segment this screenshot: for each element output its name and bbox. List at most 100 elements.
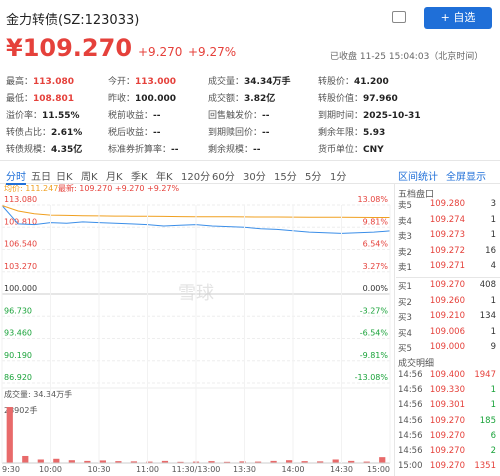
y2-tick-label: 0.00% [363, 284, 389, 293]
book-side: 买4 [398, 328, 412, 339]
stat-cell: 转债规模：4.35亿 [6, 142, 82, 155]
y2-tick-label: 13.08% [357, 195, 388, 204]
book-divider [396, 277, 500, 278]
stat-label: 转债规模： [6, 145, 52, 155]
chart-tab[interactable]: 周K [81, 172, 98, 183]
y-tick-label: 106.540 [4, 240, 37, 249]
divider [0, 183, 500, 184]
volume-bar [254, 461, 262, 463]
y-tick-label: 86.920 [4, 373, 32, 382]
book-title: 五档盘口 [398, 190, 435, 200]
chart-tab[interactable]: 1分 [330, 172, 347, 183]
market-status: 已收盘 11-25 15:04:03（北京时间） [330, 52, 484, 62]
trade-volume: 1 [490, 400, 496, 411]
chart-tab[interactable]: 月K [106, 172, 123, 183]
book-volume: 1 [490, 230, 496, 241]
x-tick-label: 10:30 [87, 465, 110, 474]
chart-tool[interactable]: 全屏显示 [446, 172, 486, 183]
stat-label: 税前收益： [108, 111, 154, 121]
stock-title: 金力转债(SZ:123033) [6, 13, 140, 28]
book-side: 卖5 [398, 201, 412, 211]
stat-label: 标准券折算率： [108, 145, 172, 155]
y2-tick-label: 6.54% [363, 240, 389, 249]
y-tick-label: 90.190 [4, 351, 32, 360]
change: +9.270 [138, 45, 183, 59]
stat-label: 昨收： [108, 94, 136, 104]
volume-bar [208, 461, 215, 463]
stat-cell: 剩余规模：-- [208, 142, 261, 155]
volume-bar [146, 461, 153, 463]
price: ¥109.270 [6, 34, 133, 62]
book-volume: 408 [479, 280, 496, 290]
chart-tab[interactable]: 五日 [31, 172, 51, 183]
stat-value: -- [153, 128, 161, 138]
chart-tab[interactable]: 年K [156, 172, 173, 183]
chart-tool[interactable]: 区间统计 [398, 172, 438, 183]
trade-price: 109.270 [429, 415, 465, 426]
book-side: 卖4 [398, 216, 412, 227]
book-side: 卖3 [398, 232, 412, 243]
stat-label: 剩余年限： [318, 128, 364, 138]
stat-cell: 转股价：41.200 [318, 74, 389, 87]
stat-value: -- [171, 145, 179, 155]
chart-tab[interactable]: 15分 [274, 172, 297, 183]
volume-bar [84, 460, 91, 463]
volume-bar [68, 460, 75, 463]
trade-price: 109.400 [429, 370, 465, 380]
volume-top-label: 23902手 [4, 405, 37, 415]
divider [394, 183, 395, 476]
x-tick-label: 10:00 [39, 465, 62, 474]
chart-tab[interactable]: 30分 [243, 172, 266, 183]
volume-bar [130, 461, 138, 463]
y-tick-label: 113.080 [4, 195, 37, 204]
x-tick-label: 11:30/13:00 [172, 465, 221, 474]
stat-label: 剩余规模： [208, 145, 254, 155]
volume-bar [115, 461, 122, 463]
y-tick-label: 100.000 [4, 284, 37, 293]
volume-bar [99, 460, 106, 463]
stat-label: 成交额： [208, 94, 245, 104]
stat-label: 转股价值： [318, 94, 364, 104]
book-side: 卖2 [398, 247, 412, 258]
stat-label: 转股价： [318, 77, 355, 87]
divider [0, 160, 500, 161]
stat-value: 100.000 [135, 94, 177, 104]
stat-label: 到期时间： [318, 111, 364, 121]
stat-label: 货币单位： [318, 145, 364, 155]
stat-cell: 回售触发价：-- [208, 108, 270, 121]
stat-value: 11.55% [42, 111, 80, 121]
book-volume: 3 [490, 199, 496, 209]
chart-tab[interactable]: 日K [56, 172, 73, 183]
book-volume: 9 [490, 342, 496, 353]
book-volume: 16 [485, 245, 496, 256]
book-price: 109.274 [429, 214, 465, 225]
stat-cell: 最低：108.801 [6, 91, 74, 104]
stat-label: 税后收益： [108, 128, 154, 138]
book-price: 109.273 [429, 230, 465, 241]
volume-bar [363, 461, 370, 463]
chart-tab[interactable]: 120分 [181, 172, 211, 183]
book-price: 109.000 [429, 342, 465, 353]
volume-bar [286, 460, 293, 463]
add-watchlist-button[interactable]: + 自选 [424, 7, 492, 29]
book-volume: 1 [490, 214, 496, 225]
volume-bar [332, 459, 339, 463]
chart-tab[interactable]: 5分 [305, 172, 322, 183]
trade-volume: 1947 [474, 370, 496, 380]
message-icon[interactable] [392, 11, 406, 23]
y-tick-label: 93.460 [4, 329, 32, 338]
book-volume: 1 [490, 295, 496, 306]
stat-cell: 标准券折算率：-- [108, 142, 179, 155]
y2-tick-label: -6.54% [360, 329, 389, 338]
stat-label: 溢价率： [6, 111, 43, 121]
trade-price: 109.270 [429, 430, 465, 441]
stat-cell: 最高：113.080 [6, 74, 74, 87]
chart-tab[interactable]: 季K [131, 172, 148, 183]
volume-bar [270, 460, 277, 463]
chart-tab[interactable]: 60分 [212, 172, 235, 183]
stat-cell: 溢价率：11.55% [6, 108, 80, 121]
volume-bar [239, 461, 246, 463]
chart-tab[interactable]: 分时 [6, 168, 26, 185]
volume-bar [379, 457, 386, 463]
